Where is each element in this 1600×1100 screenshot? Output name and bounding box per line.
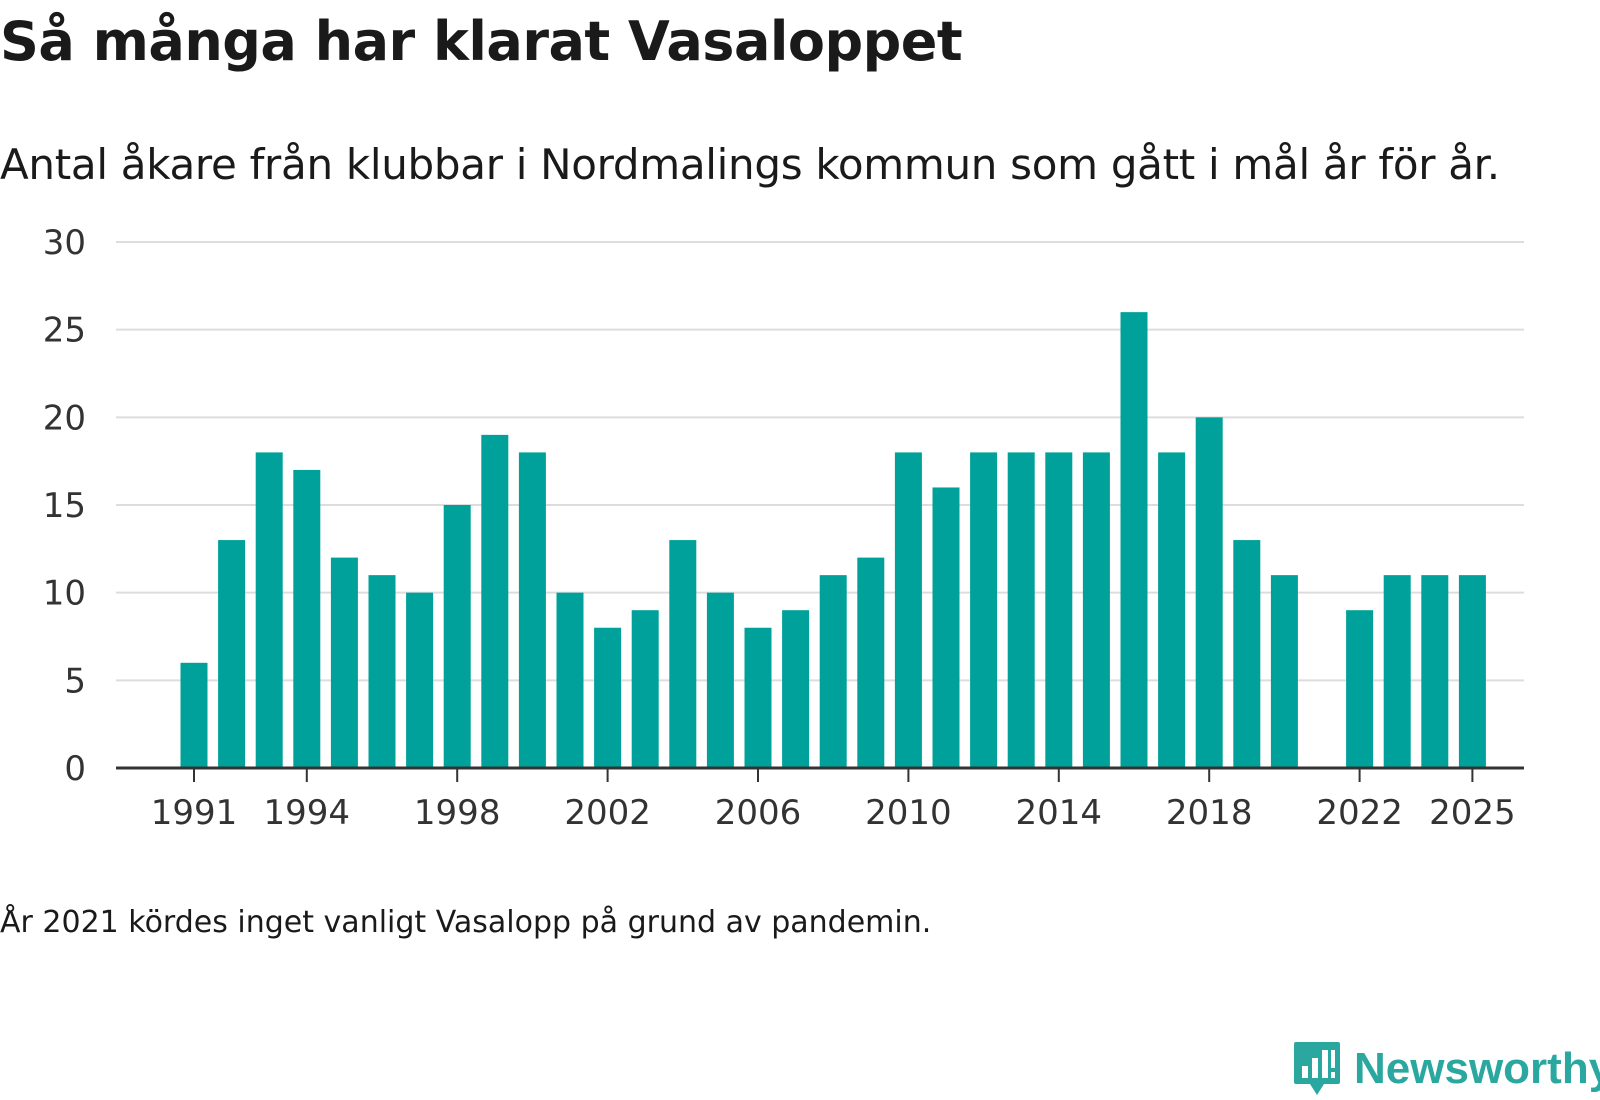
bar-2003 xyxy=(631,610,659,768)
bars xyxy=(180,312,1486,768)
brand-logo: Newsworthy xyxy=(1292,1040,1600,1098)
bar-2012 xyxy=(970,452,998,768)
bar-2013 xyxy=(1007,452,1035,768)
bar-2015 xyxy=(1082,452,1110,768)
y-tick-label-5: 5 xyxy=(64,661,86,701)
bar-1993 xyxy=(255,452,283,768)
x-axis-tick-labels: 1991 1994 1998 2002 2006 2010 2014 2018 2022 2025 xyxy=(151,793,1516,833)
y-tick-label-20: 20 xyxy=(43,398,86,438)
bar-2002 xyxy=(594,627,622,768)
bar-2025 xyxy=(1458,575,1486,768)
x-tick-label-2025: 2025 xyxy=(1429,793,1516,833)
x-tick-label-1991: 1991 xyxy=(151,793,238,833)
bar-2005 xyxy=(706,592,734,768)
x-tick-label-2010: 2010 xyxy=(865,793,952,833)
bar-2001 xyxy=(556,592,584,768)
bar-2011 xyxy=(932,487,960,768)
bar-1997 xyxy=(406,592,434,768)
x-tick-label-2014: 2014 xyxy=(1016,793,1103,833)
x-tick-label-2018: 2018 xyxy=(1166,793,1253,833)
y-tick-label-15: 15 xyxy=(43,486,86,526)
bar-2020 xyxy=(1270,575,1298,768)
x-tick-label-2022: 2022 xyxy=(1316,793,1403,833)
bar-1994 xyxy=(293,469,321,768)
bar-2009 xyxy=(857,557,885,768)
y-tick-label-30: 30 xyxy=(43,223,86,263)
bar-2007 xyxy=(782,610,810,768)
bar-2018 xyxy=(1195,417,1223,768)
bar-1998 xyxy=(443,505,471,768)
bar-2014 xyxy=(1045,452,1073,768)
y-tick-label-25: 25 xyxy=(43,311,86,351)
bar-2006 xyxy=(744,627,772,768)
x-tick-label-2002: 2002 xyxy=(564,793,651,833)
newsworthy-logo-icon xyxy=(1294,1042,1340,1095)
bar-1999 xyxy=(481,434,509,768)
bar-2023 xyxy=(1383,575,1411,768)
y-tick-label-10: 10 xyxy=(43,574,86,614)
bar-2024 xyxy=(1421,575,1449,768)
bar-2008 xyxy=(819,575,847,768)
chart-title: Så många har klarat Vasaloppet xyxy=(0,10,963,73)
bar-2019 xyxy=(1233,540,1261,768)
y-tick-label-0: 0 xyxy=(64,749,86,789)
bar-2016 xyxy=(1120,312,1148,768)
footnote: År 2021 kördes inget vanligt Vasalopp på… xyxy=(0,905,932,940)
bar-1995 xyxy=(330,557,358,768)
x-tick-label-1998: 1998 xyxy=(414,793,501,833)
x-tick-label-2006: 2006 xyxy=(715,793,802,833)
bar-2004 xyxy=(669,540,697,768)
y-axis-tick-labels: 0 5 10 15 20 25 30 xyxy=(43,223,86,789)
bar-2010 xyxy=(894,452,922,768)
x-axis xyxy=(116,766,1524,782)
bar-2000 xyxy=(518,452,546,768)
bar-1992 xyxy=(218,540,246,768)
chart-subtitle: Antal åkare från klubbar i Nordmalings k… xyxy=(0,140,1500,189)
bar-2022 xyxy=(1346,610,1374,768)
bar-1996 xyxy=(368,575,396,768)
brand-name: Newsworthy xyxy=(1354,1044,1600,1093)
bar-1991 xyxy=(180,662,208,768)
bar-2017 xyxy=(1158,452,1186,768)
x-tick-label-1994: 1994 xyxy=(264,793,351,833)
